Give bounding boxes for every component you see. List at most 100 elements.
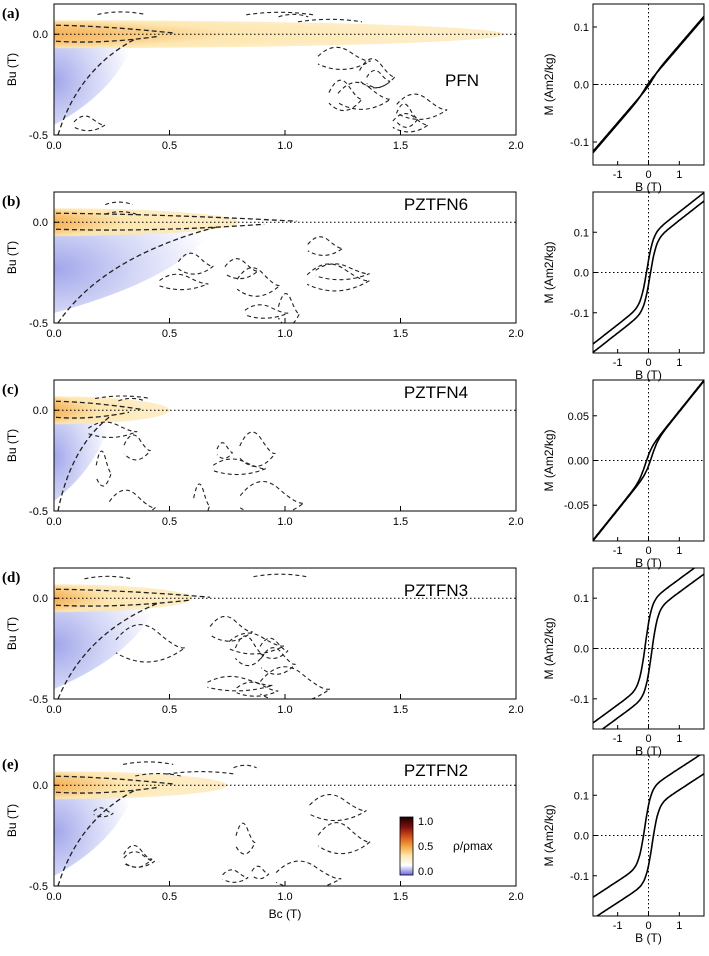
contour-line (328, 79, 363, 112)
contour-line (105, 201, 134, 206)
loop-x-tick-label: 0 (645, 169, 651, 181)
x-tick-label: 0.5 (162, 328, 177, 340)
loop-y-axis-label: M (Am2/kg) (542, 429, 556, 491)
contour-line (108, 489, 156, 511)
contour-line (297, 18, 363, 23)
loop-lower-branch (593, 380, 704, 541)
panel-label: (a) (2, 6, 20, 22)
contour-line (233, 764, 257, 769)
hysteresis-loop: -1 0 1 0.05 0.00 -0.05 B (T) M (Am2/kg) (542, 379, 705, 570)
contour-line (278, 13, 309, 18)
contour-line (395, 103, 419, 128)
loop-y-tick-label: -0.1 (570, 308, 589, 320)
loop-lower-branch (595, 773, 704, 916)
loop-x-tick-label: 0 (645, 545, 651, 557)
loop-x-tick-label: -1 (613, 920, 623, 932)
negative-region (54, 225, 216, 313)
x-tick-label: 1.0 (277, 516, 292, 528)
y-axis-label: Bu (T) (5, 429, 19, 462)
loop-x-tick-label: 1 (676, 733, 682, 745)
contour-line (307, 236, 344, 256)
negative-region (54, 37, 135, 125)
loop-lower-branch (593, 15, 704, 152)
loop-y-tick-label: 0.1 (574, 790, 589, 802)
sample-name: PZTFN6 (404, 195, 468, 214)
colorbar-tick-label: 0.5 (418, 841, 433, 853)
contour-line (123, 434, 151, 461)
x-tick-label: 2.0 (508, 891, 523, 903)
forc-ridge (54, 397, 147, 424)
colorbar-label: ρ/ρmax (453, 839, 493, 853)
contour-line (166, 771, 236, 775)
loop-x-axis-label: B (T) (635, 368, 662, 382)
loop-plot-area (593, 380, 704, 541)
contour-line (306, 263, 370, 292)
loop-y-tick-label: -0.1 (570, 871, 589, 883)
y-axis-label: Bu (T) (5, 617, 19, 650)
loop-y-tick-label: 0.1 (574, 227, 589, 239)
y-axis-label: Bu (T) (5, 241, 19, 274)
x-tick-label: 1.5 (393, 516, 408, 528)
contour-line (317, 822, 371, 855)
contour-line (115, 624, 186, 663)
sample-name: PZTFN3 (404, 581, 468, 600)
contour-line (123, 761, 174, 765)
y-axis-label: Bu (T) (5, 804, 19, 837)
x-tick-label: 0.5 (162, 704, 177, 716)
contour-line (244, 304, 289, 319)
contour-line (235, 822, 256, 855)
loop-upper-branch (593, 568, 696, 724)
hysteresis-loop: -1 0 1 0.1 0.0 -0.1 B (T) M (Am2/kg) (542, 191, 705, 382)
loop-y-tick-label: 0.1 (574, 22, 589, 34)
y-tick-label: 0.0 (33, 217, 48, 229)
panel-d: (d)0.0 0.5 1.0 1.5 2.00.0-0.5Bu (T)PZTFN3-1 0… (2, 567, 705, 758)
contour-line (337, 81, 391, 110)
x-tick-label: 1.0 (277, 891, 292, 903)
contour-line (55, 411, 130, 419)
panel-c: (c)0.0 0.5 1.0 1.5 2.00.0-0.5Bu (T)PZTFN4-1 0… (2, 379, 705, 570)
contour-line (55, 24, 176, 34)
x-tick-label: 0.0 (46, 516, 61, 528)
loop-y-axis-label: M (Am2/kg) (542, 804, 556, 866)
contour-line (159, 273, 209, 291)
contour-line (193, 483, 211, 511)
x-tick-label: 2.0 (508, 140, 523, 152)
y-tick-label: 0.0 (33, 405, 48, 417)
contour-line (228, 632, 285, 655)
contour-line (259, 666, 331, 699)
contour-line (105, 211, 137, 215)
colorbar-tick-label: 0.0 (418, 866, 433, 878)
y-axis-label: Bu (T) (5, 53, 19, 86)
contour-line (277, 293, 301, 323)
loop-x-axis-label: B (T) (635, 180, 662, 194)
contour-line (234, 635, 265, 667)
contour-line (236, 267, 281, 297)
loop-x-axis-label: B (T) (635, 931, 662, 945)
x-tick-label: 1.0 (277, 328, 292, 340)
forc-plot-area (54, 573, 331, 699)
contour-line (87, 421, 138, 438)
colorbar-tick-label: 1.0 (418, 816, 433, 828)
loop-y-tick-label: 0.1 (574, 593, 589, 605)
loop-x-tick-label: -1 (613, 357, 623, 369)
loop-y-tick-label: 0.0 (574, 80, 589, 92)
contour-line (224, 258, 259, 280)
x-tick-label: 2.0 (508, 516, 523, 528)
contour-line (55, 35, 160, 43)
forc-plot-area (54, 201, 370, 323)
contour-line (209, 615, 253, 642)
y-tick-label: 0.0 (33, 593, 48, 605)
sample-name: PZTFN4 (404, 383, 468, 402)
panel-b: (b)0.0 0.5 1.0 1.5 2.00.0-0.5Bu (T)PZTFN6-1 0… (2, 191, 705, 382)
x-tick-label: 0.0 (46, 328, 61, 340)
y-tick-label: -0.5 (29, 130, 48, 142)
contour-line (57, 414, 113, 511)
x-tick-label: 2.0 (508, 704, 523, 716)
loop-plot-area (593, 568, 704, 729)
loop-x-tick-label: 1 (676, 920, 682, 932)
negative-region (54, 788, 135, 876)
loop-x-tick-label: -1 (613, 169, 623, 181)
loop-plot-area (593, 4, 704, 165)
contour-line (84, 575, 132, 580)
